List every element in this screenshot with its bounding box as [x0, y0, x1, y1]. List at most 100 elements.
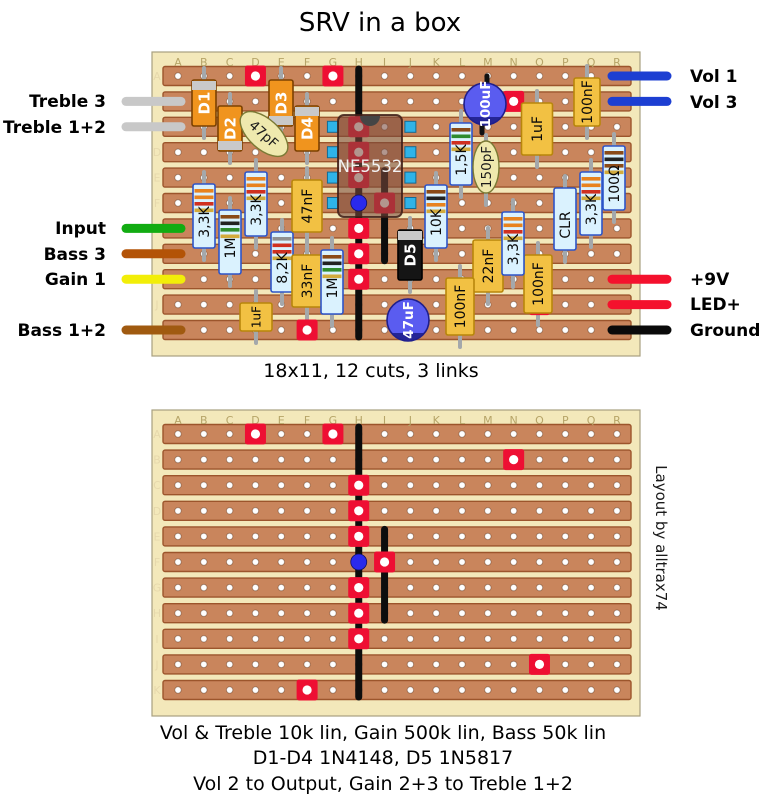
column-letter: H — [355, 414, 363, 427]
hole — [303, 507, 311, 515]
hole — [561, 430, 569, 438]
hole — [561, 97, 569, 106]
hole — [458, 250, 466, 258]
hole — [509, 173, 518, 182]
hole — [406, 609, 415, 617]
hole — [225, 507, 234, 515]
hole — [200, 609, 208, 617]
column-letter: I — [383, 56, 386, 69]
component-label: 3,3K — [249, 193, 265, 225]
row-letter: J — [154, 299, 158, 312]
column-letter: O — [535, 56, 544, 69]
resistor-stripe — [220, 221, 240, 226]
cut-hole — [302, 325, 312, 335]
junction-dot — [350, 553, 368, 571]
hole — [561, 609, 569, 617]
hole — [225, 660, 234, 669]
resistor-stripe — [581, 183, 601, 188]
hole — [458, 583, 466, 592]
hole — [484, 660, 492, 669]
component-label: D3 — [272, 92, 290, 115]
resistor-stripe — [604, 157, 624, 162]
hole — [251, 97, 260, 106]
hole — [509, 430, 518, 438]
hole — [432, 635, 440, 643]
hole — [535, 635, 544, 643]
hole — [277, 455, 285, 464]
column-letter: L — [459, 56, 466, 69]
hole — [613, 430, 621, 438]
hole — [200, 326, 208, 334]
row-letter: E — [154, 530, 161, 543]
resistor-body — [553, 187, 577, 251]
hole — [535, 430, 544, 438]
hole — [432, 97, 440, 106]
cut-hole — [509, 455, 519, 465]
hole — [225, 455, 234, 464]
hole — [613, 558, 621, 566]
hole — [200, 481, 208, 489]
electrolytic-stripe — [469, 117, 501, 125]
diode-body — [268, 79, 294, 127]
resistor-stripe — [503, 223, 523, 228]
hole — [587, 583, 595, 592]
column-letter: Q — [587, 414, 596, 427]
hole — [535, 686, 544, 694]
hole — [458, 507, 466, 515]
hole — [380, 455, 389, 464]
resistor-stripe — [451, 128, 471, 132]
cut-hole — [354, 249, 364, 259]
hole — [587, 532, 595, 541]
component-label: 100uF — [478, 80, 494, 127]
hole — [509, 326, 518, 334]
diode-body — [294, 105, 320, 152]
cut-hole — [354, 583, 364, 593]
resistor-stripe — [272, 237, 292, 241]
hole — [432, 430, 440, 438]
hole — [174, 148, 182, 156]
hole — [174, 635, 182, 643]
hole — [535, 455, 544, 464]
hole — [587, 558, 595, 566]
copper-strip — [162, 423, 632, 445]
hole — [225, 532, 234, 541]
hole — [458, 224, 466, 233]
hole — [406, 583, 415, 592]
row-letter: D — [153, 505, 161, 518]
hole — [509, 558, 518, 566]
hole — [613, 635, 621, 643]
hole — [303, 660, 311, 669]
hole — [225, 300, 234, 309]
hole — [380, 507, 389, 515]
column-letter: I — [383, 414, 386, 427]
column-letter: L — [459, 414, 466, 427]
hole — [225, 686, 234, 694]
hole — [277, 635, 285, 643]
row-letter: K — [153, 684, 161, 697]
hole — [458, 609, 466, 617]
hole — [225, 72, 234, 80]
hole — [561, 275, 569, 283]
resistor-stripe — [604, 164, 624, 168]
hole — [277, 532, 285, 541]
hole — [458, 199, 466, 207]
hole — [509, 635, 518, 643]
component-label: 150pF — [479, 146, 495, 188]
row-letter: F — [154, 197, 160, 210]
hole — [535, 532, 544, 541]
hole — [509, 123, 518, 131]
column-letter: M — [483, 414, 493, 427]
hole — [277, 609, 285, 617]
hole — [484, 635, 492, 643]
hole — [277, 558, 285, 566]
resistor-stripe — [220, 234, 240, 239]
diode-band — [192, 81, 216, 90]
hole — [509, 609, 518, 617]
column-letter: J — [408, 414, 412, 427]
cut-hole — [354, 506, 364, 516]
column-letter: M — [483, 56, 493, 69]
hole — [200, 430, 208, 438]
label-treble-1-2: Treble 1+2 — [3, 118, 106, 138]
hole — [484, 455, 492, 464]
